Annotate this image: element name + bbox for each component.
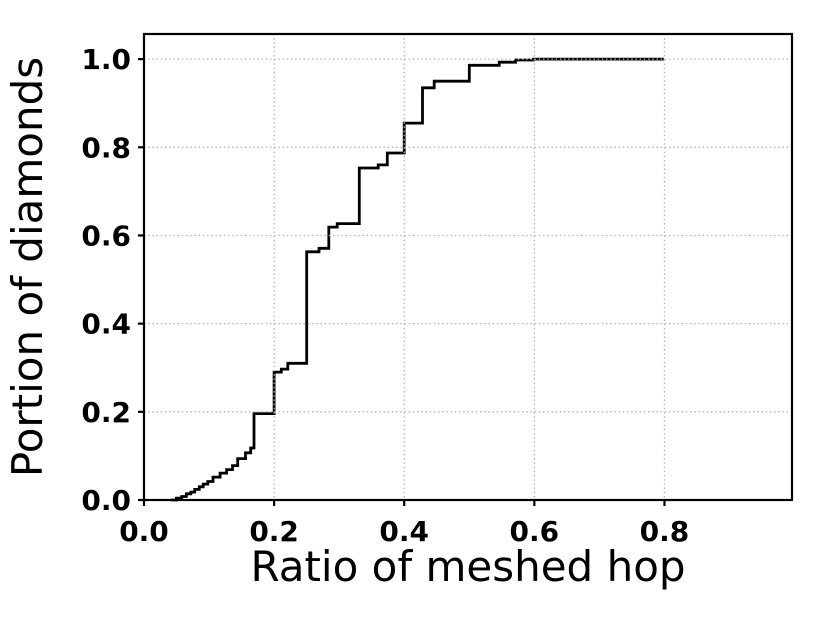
x-tick-label-0.4: 0.4 bbox=[379, 515, 429, 548]
y-tick-label-0.2: 0.2 bbox=[81, 396, 131, 429]
x-tick-label-0.8: 0.8 bbox=[640, 515, 690, 548]
y-tick-label-1: 1.0 bbox=[81, 43, 131, 76]
y-tick-label-0: 0.0 bbox=[81, 484, 131, 517]
y-tick-label-0.4: 0.4 bbox=[81, 308, 131, 341]
y-tick-label-0.8: 0.8 bbox=[81, 131, 131, 164]
x-tick-label-0: 0.0 bbox=[119, 515, 169, 548]
axes-frame bbox=[142, 32, 794, 502]
x-tick-label-0.6: 0.6 bbox=[510, 515, 560, 548]
x-axis-label: Ratio of meshed hop bbox=[250, 542, 685, 591]
cdf-step-line bbox=[170, 57, 664, 502]
y-axis-label: Portion of diamonds bbox=[3, 57, 52, 477]
x-tick-label-0.2: 0.2 bbox=[249, 515, 299, 548]
y-tick-label-0.6: 0.6 bbox=[81, 219, 131, 252]
